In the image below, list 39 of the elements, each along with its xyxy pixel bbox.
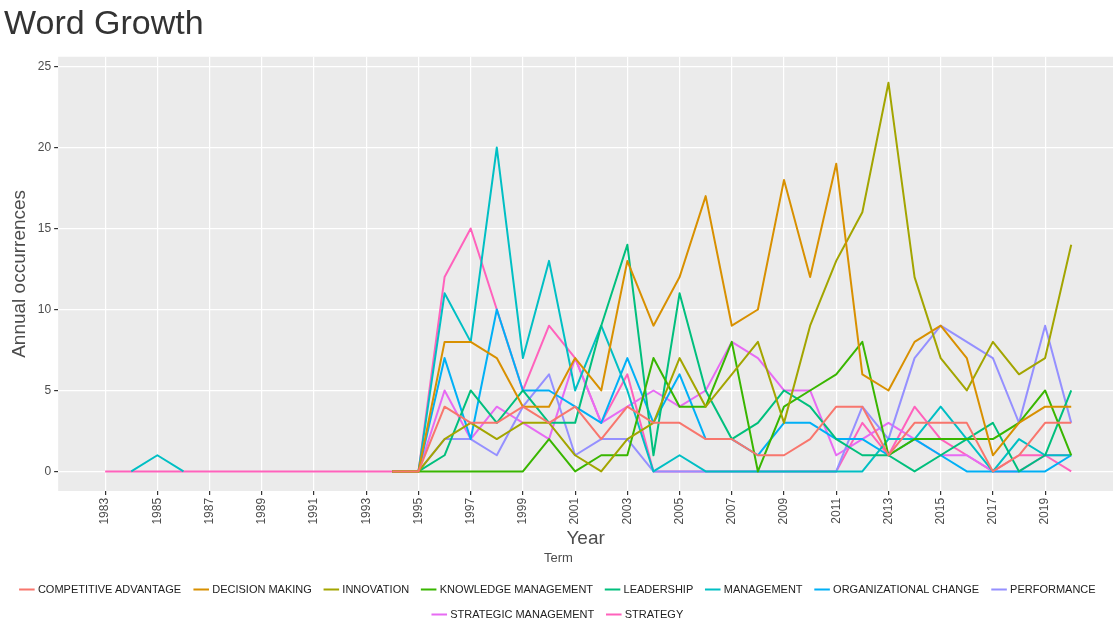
x-tick-label: 2015 xyxy=(932,497,947,525)
legend-label: KNOWLEDGE MANAGEMENT xyxy=(439,582,594,595)
y-tick-label: 25 xyxy=(37,58,52,73)
x-tick-label: 2003 xyxy=(619,497,634,525)
x-tick-label: 1989 xyxy=(254,497,269,525)
x-tick-label: 2013 xyxy=(880,497,895,525)
x-axis-title: Year xyxy=(566,527,606,549)
x-tick-label: 2001 xyxy=(567,497,582,525)
x-tick-label: 1991 xyxy=(306,497,321,525)
y-tick-label: 0 xyxy=(44,463,52,478)
y-tick-label: 10 xyxy=(37,301,52,316)
x-tick-label: 1987 xyxy=(201,497,216,525)
y-tick-label: 20 xyxy=(37,139,52,154)
chart-title: Word Growth xyxy=(4,2,204,41)
legend-label: INNOVATION xyxy=(342,582,410,595)
x-tick-label: 2007 xyxy=(724,497,739,525)
x-tick-label: 1993 xyxy=(358,497,373,525)
y-tick-label: 15 xyxy=(37,220,52,235)
legend-label: MANAGEMENT xyxy=(723,582,803,595)
x-tick-label: 1999 xyxy=(515,497,530,525)
y-tick-label: 5 xyxy=(44,382,52,397)
legend-label: LEADERSHIP xyxy=(623,582,694,595)
x-tick-label: 2017 xyxy=(985,497,1000,525)
legend-label: PERFORMANCE xyxy=(1010,582,1096,595)
x-tick-label: 2009 xyxy=(776,497,791,525)
x-tick-label: 2005 xyxy=(671,497,686,525)
legend-title: Term xyxy=(544,550,573,566)
x-tick-label: 1995 xyxy=(410,497,425,525)
legend-label: ORGANIZATIONAL CHANGE xyxy=(833,582,980,595)
legend-label: STRATEGIC MANAGEMENT xyxy=(450,607,595,620)
x-tick-label: 1997 xyxy=(463,497,477,525)
y-axis-title: Annual occurrences xyxy=(7,189,29,358)
x-tick-label: 2011 xyxy=(828,497,843,524)
legend-label: STRATEGY xyxy=(624,607,684,620)
x-tick-label: 1983 xyxy=(97,497,112,525)
legend-label: COMPETITIVE ADVANTAGE xyxy=(37,582,182,595)
x-tick-label: 1985 xyxy=(149,497,164,525)
x-tick-label: 2019 xyxy=(1037,497,1052,525)
legend-label: DECISION MAKING xyxy=(212,582,312,595)
